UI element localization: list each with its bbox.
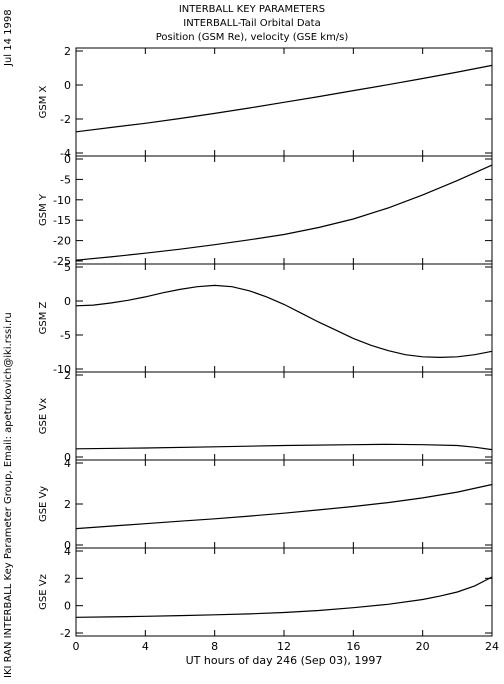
y-axis-label: GSM Z	[38, 301, 49, 334]
panel-frame	[75, 547, 493, 637]
y-tick-label: 0	[64, 153, 71, 166]
y-tick-label: 2	[64, 45, 71, 58]
y-tick-label: -2	[60, 113, 71, 126]
y-tick-label: -15	[53, 214, 71, 227]
x-tick-label: 16	[346, 640, 360, 653]
x-tick-label: 4	[142, 640, 149, 653]
title-line-3: Position (GSM Re), velocity (GSE km/s)	[155, 32, 349, 43]
y-tick-label: -20	[53, 235, 71, 248]
series-line	[75, 443, 493, 451]
y-axis-label: GSM X	[38, 85, 49, 118]
x-tick-label: 12	[277, 640, 291, 653]
y-tick-label: -10	[53, 194, 71, 207]
y-tick-label: 0	[64, 79, 71, 92]
y-axis-label: GSE Vy	[38, 486, 49, 522]
x-tick-label: 8	[211, 640, 218, 653]
y-tick-label: 0	[64, 451, 71, 464]
y-tick-label: -5	[60, 329, 71, 342]
y-tick-label: 0	[64, 295, 71, 308]
title-line-1: INTERBALL KEY PARAMETERS	[178, 4, 326, 15]
y-tick-label: 0	[64, 600, 71, 613]
y-axis-label: GSE Vx	[38, 398, 49, 434]
x-axis-label: UT hours of day 246 (Sep 03), 1997	[186, 654, 383, 667]
y-tick-label: 2	[64, 369, 71, 382]
y-tick-label: 4	[64, 457, 71, 470]
y-tick-label: -2	[60, 627, 71, 640]
x-tick-label: 20	[416, 640, 430, 653]
x-tick-label: 0	[73, 640, 80, 653]
panel-frame	[75, 459, 493, 549]
x-tick-label: 24	[485, 640, 499, 653]
panel-frame	[75, 371, 493, 461]
y-tick-label: 5	[64, 261, 71, 274]
series-line	[75, 284, 493, 359]
y-tick-label: -25	[53, 255, 71, 268]
panel-frame	[75, 263, 493, 373]
series-line	[75, 64, 493, 133]
y-tick-label: 2	[64, 498, 71, 511]
series-line	[75, 483, 493, 530]
y-tick-label: 2	[64, 572, 71, 585]
y-tick-label: 4	[64, 545, 71, 558]
panel-frame	[75, 155, 493, 265]
title-line-2: INTERBALL-Tail Orbital Data	[183, 18, 321, 29]
series-line	[75, 164, 493, 261]
y-axis-label: GSM Y	[38, 193, 49, 226]
y-tick-label: -4	[60, 147, 71, 160]
y-tick-label: 0	[64, 539, 71, 552]
y-tick-label: -5	[60, 173, 71, 186]
y-axis-label: GSE Vz	[38, 574, 49, 610]
series-line	[75, 576, 493, 618]
y-tick-label: -10	[53, 363, 71, 376]
